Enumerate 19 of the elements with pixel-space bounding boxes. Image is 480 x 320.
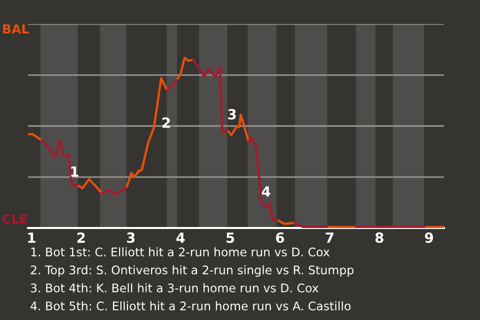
annotation: 4 — [262, 186, 270, 196]
x-tick-label: 2 — [77, 232, 85, 243]
text: 1. Bot 1st: C. Elliott hit a 2-run home run vs D. Cox — [31, 247, 330, 256]
x-tick-label: 5 — [226, 232, 234, 243]
annotation: 3 — [228, 108, 236, 120]
x-tick-label: 8 — [375, 232, 384, 243]
text: 2. Top 3rd: S. Ontiveros hit a 2-run single vs R. Stumpp — [30, 265, 354, 277]
annotation: 1 — [71, 166, 78, 177]
x-tick-label: 6 — [276, 232, 284, 243]
x-tick-label: 4 — [176, 232, 185, 243]
annotation: 2 — [162, 117, 170, 128]
text: BAL — [3, 24, 29, 34]
text: 3. Bot 4th: K. Bell hit a 3-run home run vs D. Cox — [30, 283, 318, 292]
text: CLE — [2, 214, 27, 224]
x-tick-label: 1 — [28, 232, 36, 243]
text: 4. Bot 5th: C. Elliott hit a 2-run home run vs A. Castillo — [30, 301, 351, 310]
x-tick-label: 3 — [126, 232, 135, 243]
x-tick-label: 7 — [326, 232, 334, 243]
x-tick-label: 9 — [424, 232, 434, 243]
